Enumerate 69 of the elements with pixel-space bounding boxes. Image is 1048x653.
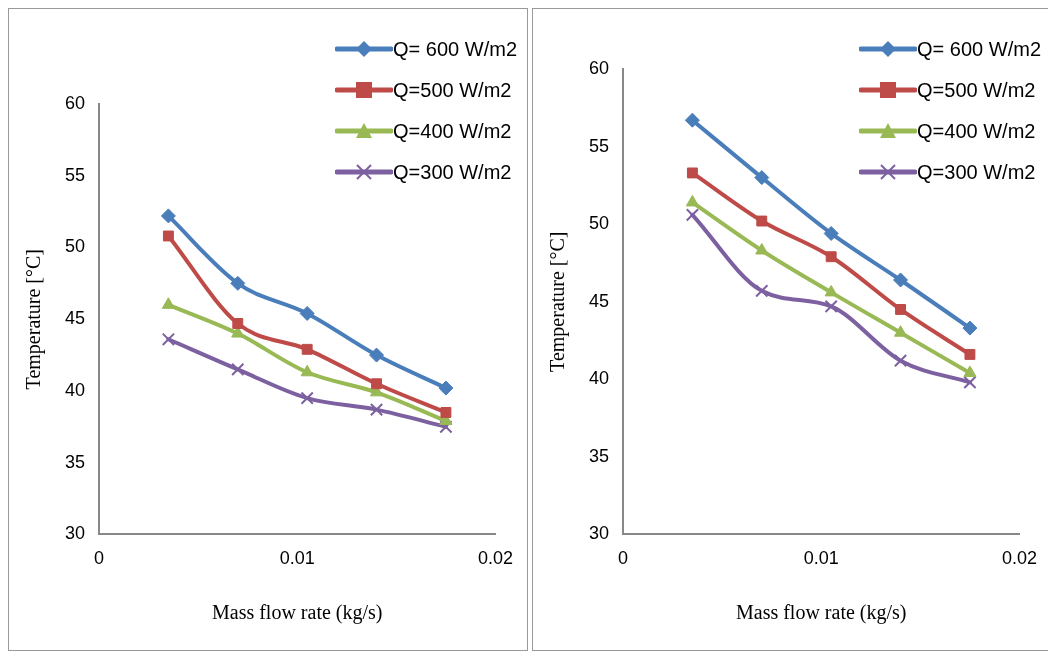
point [686,167,698,179]
x-tick-label: 0.01 [279,548,315,569]
point [439,420,453,434]
point [301,343,313,355]
point [963,375,977,390]
point [825,251,837,263]
point [161,332,176,346]
y-tick-label: 50 [588,213,610,234]
point [685,208,700,222]
y-axis-title: Temperature [°C] [546,231,570,372]
y-tick-label: 60 [64,92,86,113]
point [823,225,839,241]
y-tick-label: 55 [64,164,86,185]
point [824,284,838,297]
legend-label: Q= 600 W/m2 [393,38,517,60]
x-tick-label: 0 [94,548,105,569]
point [161,297,175,309]
point [300,364,314,377]
point [964,349,976,360]
point [755,243,769,255]
point [893,272,909,288]
y-tick-label: 45 [588,290,610,311]
point [369,402,384,417]
point [824,299,838,314]
legend-label: Q= 600 W/m2 [917,38,1041,60]
point [895,304,906,315]
y-tick-label: 30 [64,523,86,544]
x-tick-label: 0.01 [803,548,839,569]
x-tick-label: 0.02 [1001,548,1038,569]
point [300,391,314,405]
point [755,284,769,298]
y-tick-label: 40 [588,368,610,389]
point [893,325,908,337]
point [369,347,385,363]
legend-label: Q=500 W/m2 [393,79,512,101]
point [438,380,454,396]
y-tick-label: 30 [588,523,610,544]
point [893,353,908,368]
point [685,194,699,207]
point [160,208,176,224]
y-tick-label: 55 [588,135,610,156]
legend-label: Q=400 W/m2 [917,120,1036,142]
point [231,362,245,377]
point [162,230,174,242]
legend-label: Q=400 W/m2 [393,120,512,142]
legend-label: Q=500 W/m2 [917,79,1036,101]
legend-label: Q=300 W/m2 [393,161,512,183]
point [962,320,978,336]
point [440,407,452,418]
point [299,305,315,321]
legend-label: Q=300 W/m2 [917,161,1036,183]
y-tick-label: 40 [64,379,86,400]
point [684,112,700,128]
point [230,275,246,291]
x-axis-title: Mass flow rate (kg/s) [211,601,383,625]
y-tick-label: 45 [64,308,86,329]
point [754,170,770,186]
point [232,318,244,329]
y-tick-label: 35 [588,445,610,466]
x-axis-title: Mass flow rate (kg/s) [735,601,907,625]
y-axis-title: Temperature [°C] [22,248,46,390]
y-tick-label: 35 [64,451,86,472]
y-tick-label: 50 [64,236,86,257]
y-tick-label: 60 [588,57,610,78]
x-tick-label: 0.02 [477,548,514,569]
x-tick-label: 0 [618,548,629,569]
point [756,215,768,227]
point [371,378,382,390]
point [963,365,977,378]
